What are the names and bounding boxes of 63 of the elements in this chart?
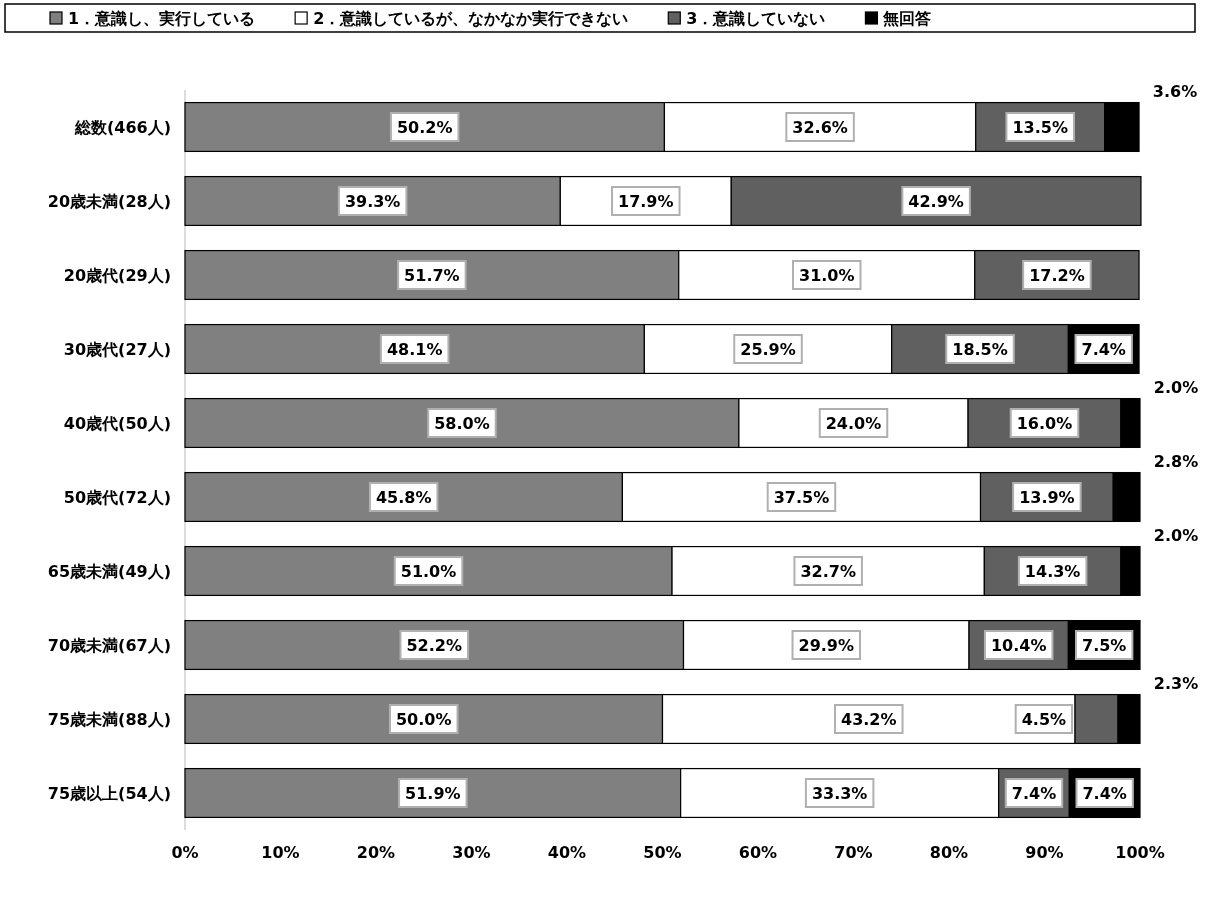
data-label: 33.3%	[811, 784, 868, 803]
data-label: 51.0%	[400, 562, 457, 581]
data-label: 25.9%	[740, 340, 796, 359]
legend-label: 2．意識しているが、なかなか実行できない	[313, 9, 629, 28]
data-label: 29.9%	[798, 636, 855, 655]
x-tick-label: 70%	[834, 843, 873, 862]
x-tick-label: 30%	[452, 843, 491, 862]
data-label: 14.3%	[1024, 562, 1081, 581]
data-label: 58.0%	[434, 414, 490, 433]
y-tick-label: 総数(466人)	[73, 118, 171, 137]
data-label: 50.0%	[395, 710, 452, 729]
x-tick-label: 50%	[643, 843, 682, 862]
legend-label: 3．意識していない	[686, 9, 826, 28]
data-label: 13.9%	[1019, 488, 1075, 507]
x-tick-label: 0%	[171, 843, 199, 862]
data-label: 32.7%	[800, 562, 856, 581]
data-label: 2.0%	[1153, 525, 1199, 545]
y-tick-label: 75歳未満(88人)	[47, 710, 171, 729]
x-tick-label: 20%	[356, 843, 396, 862]
data-label: 51.7%	[404, 266, 460, 285]
data-label: 7.5%	[1082, 636, 1127, 655]
x-tick-label: 40%	[547, 843, 587, 862]
data-label: 45.8%	[375, 488, 432, 507]
data-label: 18.5%	[952, 340, 1008, 359]
x-tick-label: 60%	[738, 843, 778, 862]
data-label: 31.0%	[799, 266, 855, 285]
y-tick-label: 30歳代(27人)	[63, 340, 171, 359]
y-tick-label: 40歳代(50人)	[63, 414, 171, 433]
data-label: 2.3%	[1153, 673, 1199, 693]
data-label: 37.5%	[773, 488, 830, 507]
data-label: 39.3%	[344, 192, 401, 211]
data-label: 17.9%	[618, 192, 674, 211]
data-label: 52.2%	[406, 636, 463, 655]
legend-label: 1．意識し、実行している	[68, 9, 256, 28]
data-label: 16.0%	[1016, 414, 1073, 433]
y-tick-label: 50歳代(72人)	[63, 488, 171, 507]
data-label: 4.5%	[1021, 710, 1067, 729]
y-tick-label: 75歳以上(54人)	[47, 784, 171, 803]
data-label: 17.2%	[1029, 266, 1085, 285]
y-tick-label: 20歳未満(28人)	[47, 192, 171, 211]
data-label: 10.4%	[990, 636, 1047, 655]
x-tick-label: 90%	[1025, 843, 1064, 862]
y-tick-label: 20歳代(29人)	[63, 266, 171, 285]
data-label: 3.6%	[1152, 81, 1198, 101]
data-label: 7.4%	[1082, 784, 1127, 803]
data-label: 50.2%	[396, 118, 453, 137]
data-label: 48.1%	[386, 340, 443, 359]
data-label: 7.4%	[1011, 784, 1057, 803]
data-label: 51.9%	[405, 784, 461, 803]
data-label: 24.0%	[825, 414, 882, 433]
x-tick-label: 80%	[929, 843, 969, 862]
data-label: 2.8%	[1153, 451, 1199, 471]
data-label: 43.2%	[841, 710, 897, 729]
y-tick-label: 65歳未満(49人)	[47, 562, 171, 581]
data-label: 13.5%	[1012, 118, 1068, 137]
data-label: 7.4%	[1081, 340, 1126, 359]
data-label: 42.9%	[908, 192, 964, 211]
data-label: 32.6%	[792, 118, 848, 137]
x-tick-label: 10%	[261, 843, 300, 862]
legend-label: 無回答	[882, 9, 932, 28]
x-tick-label: 100%	[1115, 843, 1165, 862]
y-tick-label: 70歳未満(67人)	[47, 636, 171, 655]
data-label: 2.0%	[1153, 377, 1199, 397]
